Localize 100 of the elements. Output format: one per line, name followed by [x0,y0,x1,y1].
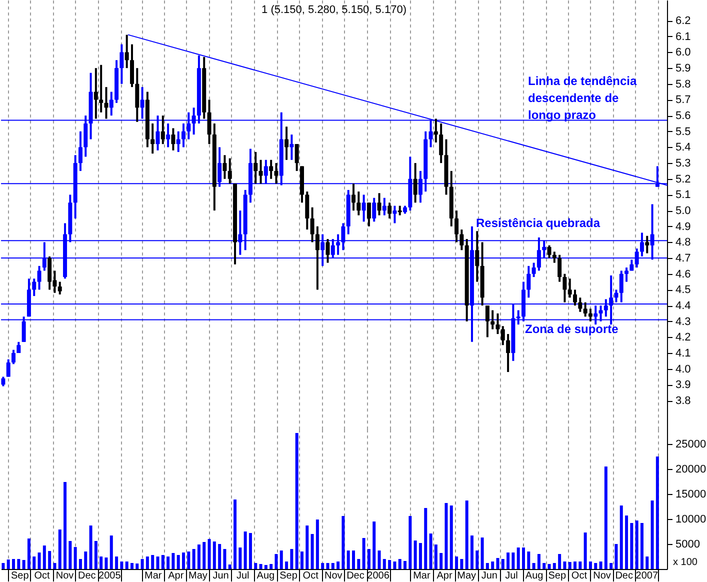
bar [321,563,324,569]
bar [68,541,72,569]
bar [568,562,572,569]
y-tick-label: 6.1 [676,30,691,43]
x-tick-label: Oct [34,570,50,582]
bar [501,559,504,569]
bar [393,562,396,569]
candlestick [562,272,567,304]
bar [434,544,438,569]
candlestick [120,43,124,85]
y-tick-label: 4.2 [676,332,691,344]
bar [542,563,546,569]
bar [110,536,113,569]
bar [532,563,536,569]
y-tick-label: 5.0 [676,205,691,218]
candlestick [294,143,299,172]
y-tick-label: 5.8 [676,78,691,90]
y-tick-label: 15000 [676,488,706,500]
bar [89,526,92,569]
bar [326,563,330,569]
candlestick [166,122,170,148]
candlestick [547,244,552,260]
candlestick [290,134,294,161]
bar [2,563,5,569]
bar [208,539,211,569]
annotation: Zona de suporte [525,322,619,336]
candlestick [6,358,10,378]
candlestick [104,86,108,120]
bar [584,532,587,569]
bar [522,548,525,569]
candlestick [176,130,180,153]
y-tick-label: 25000 [676,438,706,450]
candlestick [434,118,438,144]
candlestick [362,194,366,223]
bar [455,556,458,569]
bar [480,538,484,569]
y-tick-label: 6.0 [676,46,691,59]
annotation: Linha de tendência descendente de longo prazo [528,74,638,122]
bar [130,563,134,569]
bar [300,552,304,569]
bar [486,563,489,569]
bar [115,556,118,569]
bar [424,508,428,569]
bar [48,551,52,569]
bar [574,562,577,569]
x-tick-label: Aug [525,570,544,582]
candlestick [258,158,263,185]
y-tick-label: 4.5 [676,284,691,296]
bar [38,552,41,569]
bar [270,564,273,569]
bar [197,544,200,569]
bar [625,516,628,569]
x-tick-label: May [457,570,476,582]
candlestick [207,98,212,146]
x-tick-label: Jun [212,570,229,582]
bar [646,556,649,569]
bar [166,556,170,569]
candlestick [377,192,382,216]
bar [316,520,319,569]
bar [470,536,474,569]
bar [378,550,381,569]
candlestick [130,43,134,88]
x-tick-label: Sep [280,570,298,582]
candlestick [124,34,129,70]
bar [140,559,144,569]
bar [238,548,242,569]
bar [331,563,334,569]
bar [151,555,154,569]
y-tick-label: 5.3 [676,158,691,170]
candlestick [182,122,186,148]
candlestick [37,264,42,291]
bar [6,560,10,569]
bar [176,555,180,569]
y-tick-label: 4.9 [676,220,691,233]
bar [244,532,247,569]
bar [336,562,340,569]
text: x 100 [673,557,698,568]
bar [548,564,551,569]
bar [650,500,654,569]
bar [414,540,417,569]
candlestick [490,309,495,330]
y-tick-label: 5.7 [676,94,691,106]
candlestick [109,90,114,117]
bar [53,563,56,569]
x-tick-label: May [188,570,208,582]
candlestick [454,210,459,244]
candlestick [150,122,155,155]
candlestick [475,230,480,283]
bar [228,564,232,569]
bar [418,543,422,569]
candlestick [388,202,392,220]
bar [404,561,407,569]
bar [620,506,623,569]
bar [614,544,618,569]
candlestick [624,266,629,283]
bar [78,559,82,569]
bar [202,542,206,569]
candlestick [305,190,310,231]
bar [491,562,494,569]
candlestick [99,64,104,114]
